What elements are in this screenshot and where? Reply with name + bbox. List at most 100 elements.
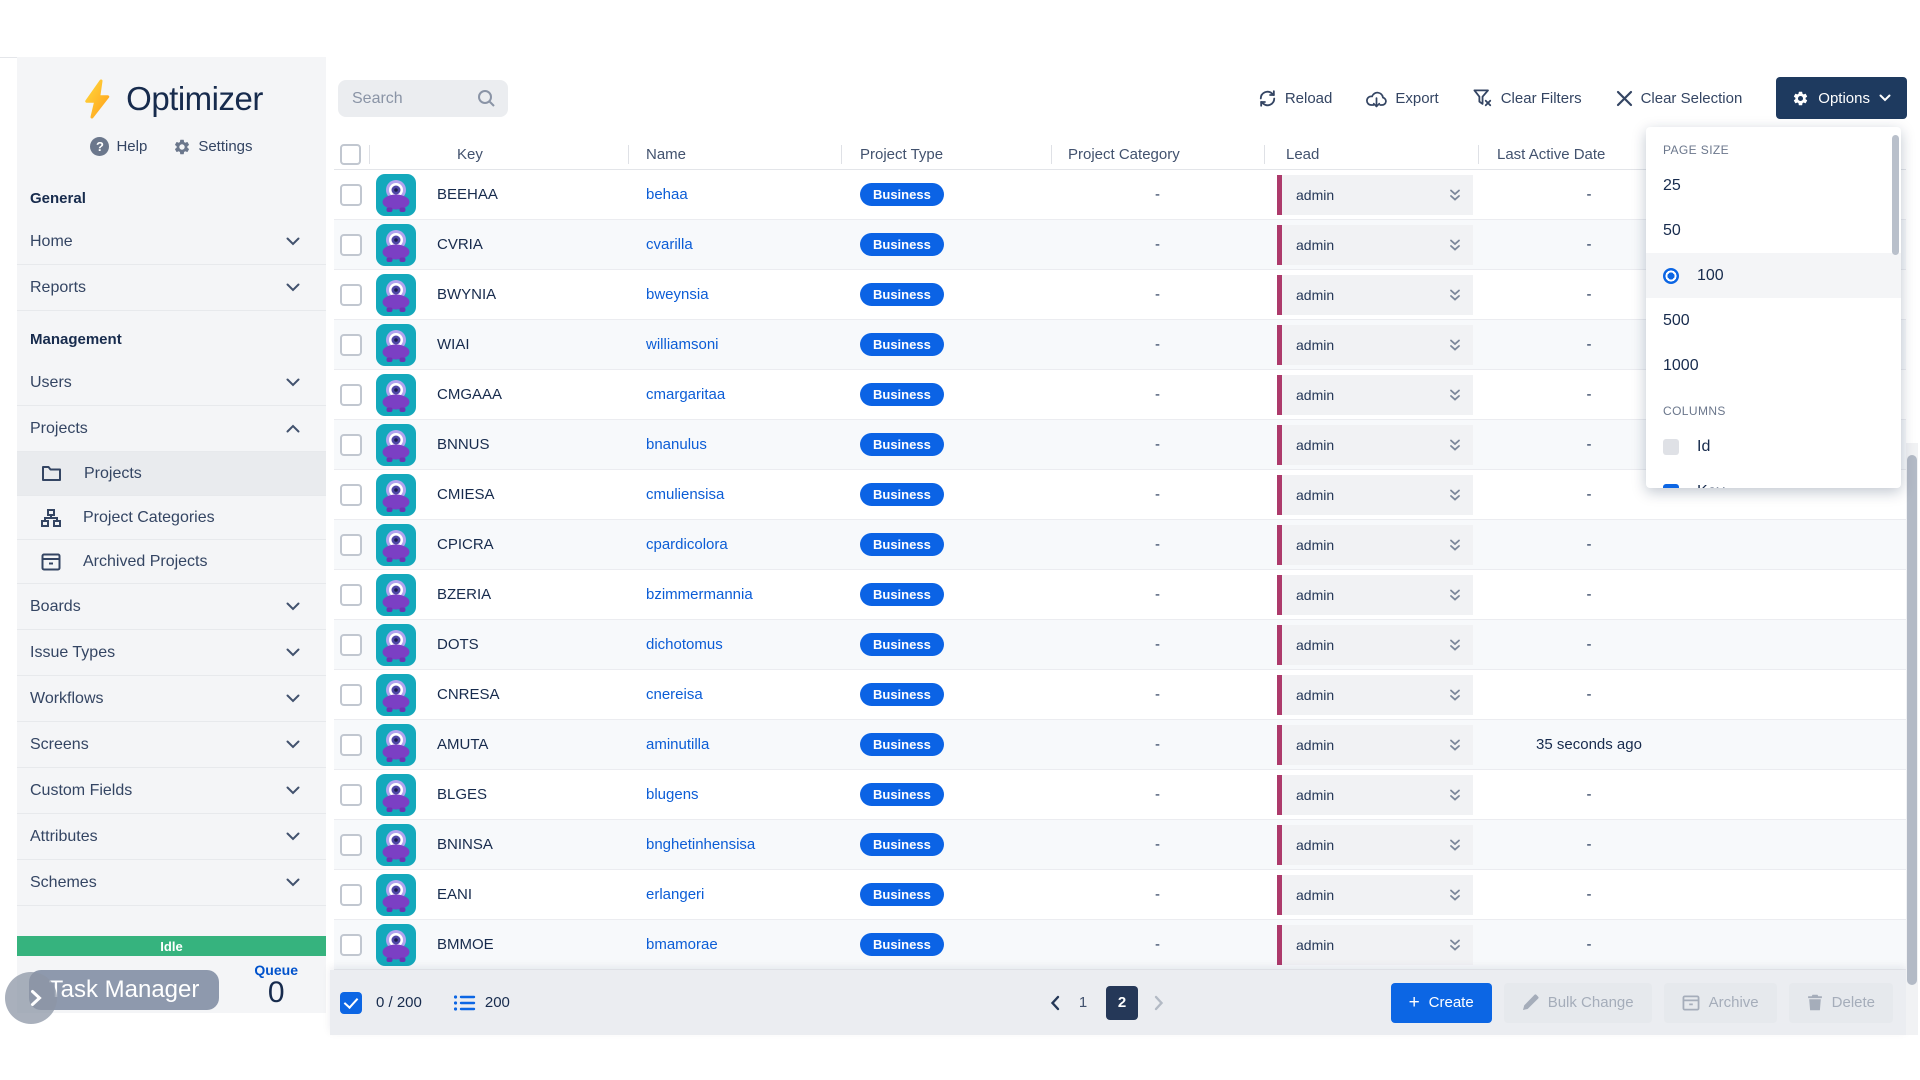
row-checkbox[interactable] [340,283,362,306]
project-name-link[interactable]: cmargaritaa [646,385,726,403]
lead-select[interactable]: admin [1277,874,1473,915]
project-name-link[interactable]: erlangeri [646,885,705,903]
column-toggle-option[interactable]: Id [1646,424,1901,469]
select-all-checkbox[interactable] [340,144,361,165]
lead-select[interactable]: admin [1277,624,1473,665]
lead-select[interactable]: admin [1277,474,1473,515]
project-name-link[interactable]: blugens [646,785,699,803]
project-name-link[interactable]: cvarilla [646,235,693,253]
row-checkbox[interactable] [340,733,362,756]
lead-select[interactable]: admin [1277,174,1473,215]
column-header-lead[interactable]: Lead [1286,146,1320,163]
lead-select[interactable]: admin [1277,924,1473,965]
settings-button[interactable]: Settings [173,137,253,156]
row-checkbox[interactable] [340,833,362,856]
lead-select[interactable]: admin [1277,824,1473,865]
project-name-link[interactable]: dichotomus [646,635,723,653]
row-checkbox[interactable] [340,233,362,256]
project-name-link[interactable]: aminutilla [646,735,710,753]
clear-selection-button[interactable]: Clear Selection [1616,90,1742,107]
page-size-option[interactable]: 25 [1646,163,1901,208]
lead-value: admin [1296,386,1335,403]
row-checkbox[interactable] [340,783,362,806]
column-header-key[interactable]: Key [457,146,483,163]
sidebar-item[interactable]: Project Categories [17,496,326,540]
column-header-project-type[interactable]: Project Type [860,146,944,163]
lead-select[interactable]: admin [1277,724,1473,765]
project-name-link[interactable]: bzimmermannia [646,585,753,603]
sidebar-item[interactable]: Boards [17,584,326,630]
column-toggle-option[interactable]: Key [1646,469,1901,488]
project-name-link[interactable]: cmuliensisa [646,485,725,503]
reload-button[interactable]: Reload [1258,89,1332,108]
row-checkbox[interactable] [340,933,362,956]
options-button[interactable]: Options [1776,77,1907,119]
row-checkbox[interactable] [340,683,362,706]
row-checkbox[interactable] [340,533,362,556]
lead-select[interactable]: admin [1277,224,1473,265]
sidebar-item[interactable]: Issue Types [17,630,326,676]
clear-filters-button[interactable]: Clear Filters [1473,88,1582,108]
sidebar-collapse-handle[interactable] [5,972,57,1024]
row-checkbox[interactable] [340,383,362,406]
page-size-option[interactable]: 1000 [1646,343,1901,388]
sidebar-item[interactable]: Home [17,219,326,265]
lead-select[interactable]: admin [1277,674,1473,715]
archive-button[interactable]: Archive [1663,982,1777,1023]
page-size-option[interactable]: 100 [1646,253,1901,298]
create-button[interactable]: + Create [1390,982,1492,1023]
project-name-link[interactable]: behaa [646,185,688,203]
lead-select[interactable]: admin [1277,574,1473,615]
sidebar-item[interactable]: Custom Fields [17,768,326,814]
row-checkbox[interactable] [340,883,362,906]
project-name-link[interactable]: bweynsia [646,285,709,303]
lead-select[interactable]: admin [1277,324,1473,365]
previous-page-button[interactable] [1050,995,1060,1011]
sidebar-item[interactable]: Projects [17,406,326,452]
lead-select[interactable]: admin [1277,524,1473,565]
sidebar-item[interactable]: Users [17,360,326,406]
row-checkbox[interactable] [340,433,362,456]
help-button[interactable]: ? Help [90,137,147,156]
project-name-link[interactable]: cnereisa [646,685,703,703]
page-size-option[interactable]: 500 [1646,298,1901,343]
sidebar-item[interactable]: Archived Projects [17,540,326,584]
project-name-link[interactable]: bmamorae [646,935,718,953]
sidebar-item[interactable]: Screens [17,722,326,768]
page-scrollbar-thumb[interactable] [1907,455,1917,985]
project-name-link[interactable]: williamsoni [646,335,719,353]
task-manager-button[interactable]: Task Manager [29,970,219,1010]
lead-select[interactable]: admin [1277,774,1473,815]
page-size-option[interactable]: 50 [1646,208,1901,253]
lead-select[interactable]: admin [1277,424,1473,465]
next-page-button[interactable] [1154,995,1164,1011]
row-checkbox[interactable] [340,333,362,356]
sidebar-item[interactable]: Projects [17,452,326,496]
lead-select[interactable]: admin [1277,274,1473,315]
sidebar-item[interactable]: Workflows [17,676,326,722]
row-checkbox[interactable] [340,483,362,506]
column-header-project-category[interactable]: Project Category [1068,146,1180,163]
page-number[interactable]: 2 [1106,985,1138,1020]
lead-select[interactable]: admin [1277,374,1473,415]
project-name-link[interactable]: bnanulus [646,435,707,453]
dropdown-scrollbar[interactable] [1892,135,1899,255]
page-size-label: 100 [1697,266,1724,284]
project-name-link[interactable]: bnghetinhensisa [646,835,756,853]
row-checkbox[interactable] [340,633,362,656]
delete-button[interactable]: Delete [1788,982,1893,1023]
search-box[interactable] [338,80,508,117]
page-number[interactable]: 1 [1078,994,1088,1011]
row-checkbox[interactable] [340,183,362,206]
project-name-link[interactable]: cpardicolora [646,535,728,553]
bulk-change-button[interactable]: Bulk Change [1503,982,1652,1023]
column-header-name[interactable]: Name [646,146,687,163]
selection-checkbox[interactable] [340,991,362,1014]
column-header-last-active-date[interactable]: Last Active Date [1497,146,1606,163]
sidebar-item[interactable]: Attributes [17,814,326,860]
export-button[interactable]: Export [1366,89,1439,108]
search-input[interactable] [338,89,477,108]
row-checkbox[interactable] [340,583,362,606]
sidebar-item[interactable]: Reports [17,265,326,311]
sidebar-item[interactable]: Schemes [17,860,326,906]
